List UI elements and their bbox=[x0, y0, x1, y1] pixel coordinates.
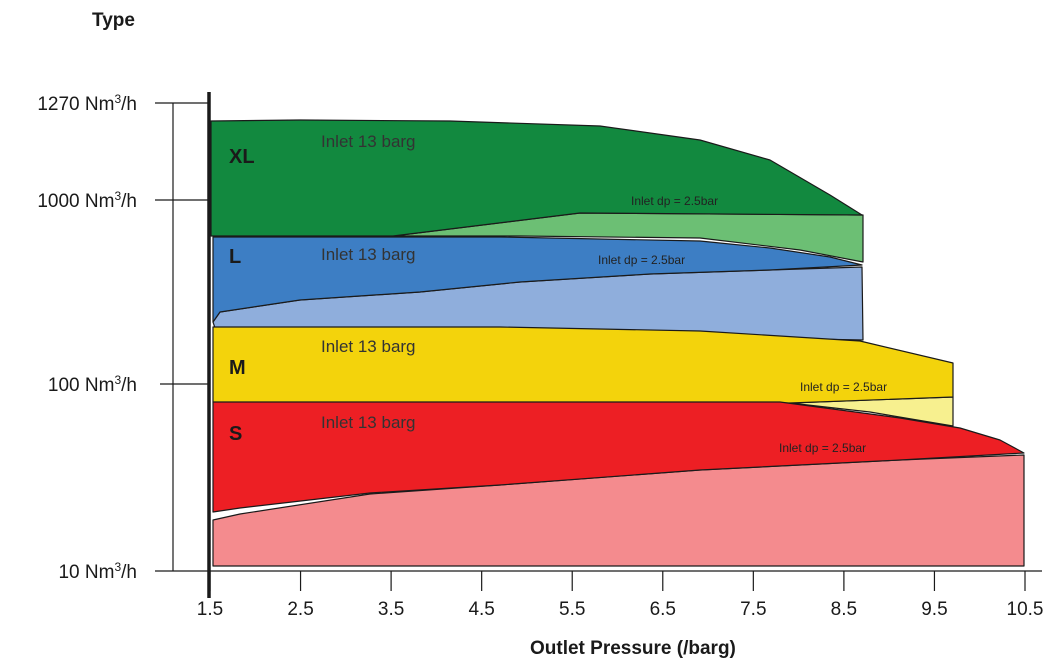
y-tick-label: 100 Nm3/h bbox=[48, 373, 137, 396]
y-tick-label: 1000 Nm3/h bbox=[37, 189, 137, 212]
type-label-l: L bbox=[229, 246, 241, 268]
x-tick-label: 9.5 bbox=[921, 599, 947, 620]
inlet13-label-s: Inlet 13 barg bbox=[321, 413, 416, 432]
y-axis-title: Type bbox=[92, 10, 135, 31]
type-label-xl: XL bbox=[229, 146, 255, 168]
area-xl-inlet13 bbox=[210, 119, 863, 237]
inlet13-label-xl: Inlet 13 barg bbox=[321, 132, 416, 151]
inlet13-label-m: Inlet 13 barg bbox=[321, 337, 416, 356]
dp-label-l: Inlet dp = 2.5bar bbox=[598, 253, 685, 267]
type-label-s: S bbox=[229, 423, 242, 445]
x-tick-label: 6.5 bbox=[650, 599, 676, 620]
x-tick-label: 10.5 bbox=[1007, 599, 1044, 620]
x-tick-label: 7.5 bbox=[740, 599, 766, 620]
x-tick-label: 2.5 bbox=[287, 599, 313, 620]
y-tick-label: 10 Nm3/h bbox=[58, 560, 137, 583]
dp-label-xl: Inlet dp = 2.5bar bbox=[631, 194, 718, 208]
inlet13-label-l: Inlet 13 barg bbox=[321, 245, 416, 264]
area-s-inlet13 bbox=[212, 401, 1025, 513]
dp-label-s: Inlet dp = 2.5bar bbox=[779, 441, 866, 455]
dp-label-m: Inlet dp = 2.5bar bbox=[800, 380, 887, 394]
area-l-inlet13 bbox=[212, 236, 863, 323]
y-tick-label: 1270 Nm3/h bbox=[37, 92, 137, 115]
x-tick-label: 5.5 bbox=[559, 599, 585, 620]
x-axis-title: Outlet Pressure (/barg) bbox=[530, 638, 736, 659]
x-tick-label: 4.5 bbox=[468, 599, 494, 620]
x-tick-label: 1.5 bbox=[197, 599, 223, 620]
type-label-m: M bbox=[229, 357, 246, 379]
x-tick-label: 8.5 bbox=[831, 599, 857, 620]
x-tick-label: 3.5 bbox=[378, 599, 404, 620]
